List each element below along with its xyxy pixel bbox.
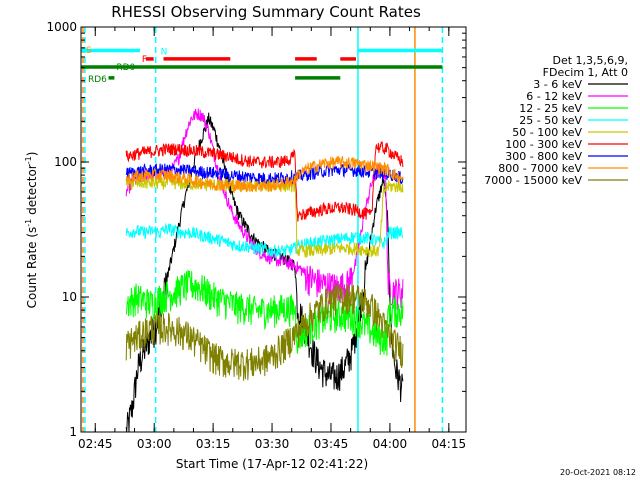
- generated-timestamp: 20-Oct-2021 08:12: [560, 468, 636, 477]
- x-tick-label: 03:15: [196, 437, 231, 451]
- attenuator-state-bands: [81, 48, 443, 80]
- series-800-7000-kev: [125, 155, 404, 194]
- band-label-n: N: [161, 47, 168, 57]
- x-tick-label: 03:30: [255, 437, 290, 451]
- x-tick-label: 03:00: [137, 437, 172, 451]
- y-axis-label: Count Rate (s-1 detector-1): [24, 152, 39, 309]
- y-axis: 1 10 100 1000: [46, 20, 466, 439]
- series-300-800-kev: [125, 163, 404, 185]
- x-tick-label: 04:15: [432, 437, 467, 451]
- legend-entry-label: 7000 - 15000 keV: [484, 174, 582, 187]
- band-label-s: S: [86, 46, 92, 56]
- legend-entry-label: 800 - 7000 keV: [498, 162, 582, 175]
- series-100-300-kev: [125, 141, 404, 222]
- legend-header-line: FDecim 1, Att 0: [543, 66, 628, 79]
- x-tick-label: 04:00: [373, 437, 408, 451]
- y-tick-label: 100: [54, 155, 77, 169]
- legend-entry-label: 25 - 50 keV: [519, 114, 582, 127]
- x-tick-label: 03:45: [314, 437, 349, 451]
- band-label-rd0: RD0: [116, 63, 135, 73]
- legend-entry-label: 300 - 800 keV: [505, 150, 582, 163]
- legend-entry-label: 50 - 100 keV: [512, 126, 582, 139]
- y-tick-label: 10: [62, 290, 77, 304]
- legend-entry-label: 3 - 6 keV: [533, 78, 582, 91]
- legend-entry-label: 6 - 12 keV: [526, 90, 582, 103]
- plot-frame: [80, 26, 467, 433]
- y-tick-label: 1: [69, 425, 77, 439]
- data-series: [125, 108, 404, 432]
- legend-header-line: Det 1,3,5,6,9,: [552, 54, 628, 67]
- series-25-50-kev: [125, 222, 404, 259]
- legend: Det 1,3,5,6,9,FDecim 1, Att 03 - 6 keV6 …: [484, 54, 628, 187]
- series-12-25-kev: [125, 269, 404, 356]
- x-tick-label: 02:45: [78, 437, 113, 451]
- legend-entry-label: 12 - 25 keV: [519, 102, 582, 115]
- legend-entry-label: 100 - 300 keV: [505, 138, 582, 151]
- band-label-rd6: RD6: [88, 75, 107, 85]
- series-7000-15000-kev: [125, 282, 404, 381]
- x-axis-label: Start Time (17-Apr-12 02:41:22): [176, 457, 368, 471]
- y-tick-label: 1000: [46, 20, 77, 34]
- chart-title: RHESSI Observing Summary Count Rates: [111, 3, 421, 21]
- band-labels: S N F RD0 RD6: [86, 46, 167, 85]
- band-label-f: F: [142, 55, 147, 65]
- x-axis: 02:45 03:00 03:15 03:30 03:45 04:00 04:15: [78, 27, 466, 451]
